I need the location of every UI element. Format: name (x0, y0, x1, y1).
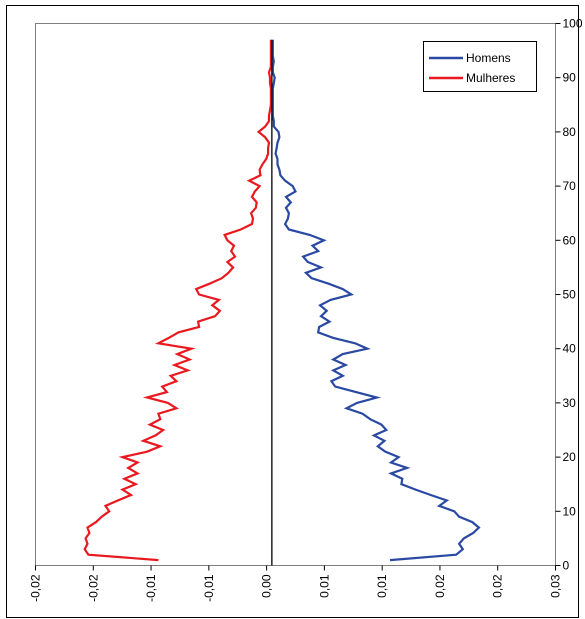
x-tick-label: 0,01 (317, 574, 331, 598)
series-line-homens (271, 39, 481, 562)
y-tick-label: 40 (563, 342, 577, 356)
legend-box (423, 41, 537, 92)
y-tick-label: 10 (563, 504, 577, 518)
x-tick-label: 0,02 (491, 574, 505, 598)
x-tick-label: -0,02 (29, 574, 43, 602)
y-tick-label: 100 (563, 17, 583, 31)
y-tick-label: 30 (563, 396, 577, 410)
x-tick-label: 0,00 (260, 574, 274, 598)
x-tick-label: 0,02 (433, 574, 447, 598)
y-tick-label: 80 (563, 125, 577, 139)
ticks-layer: -0,02 -0,02 -0,01 -0,01 0,00 0,01 0,01 0,02 0,02… (29, 17, 583, 602)
x-tick-label: -0,01 (202, 574, 216, 602)
legend-label-mulheres: Mulheres (466, 71, 515, 85)
y-tick-label: 0 (563, 559, 570, 573)
y-tick-label: 70 (563, 179, 577, 193)
legend-label-homens: Homens (466, 51, 511, 65)
x-tick-label: -0,02 (86, 574, 100, 602)
y-tick-label: 20 (563, 450, 577, 464)
y-tick-label: 90 (563, 71, 577, 85)
series-layer (83, 39, 481, 562)
x-tick-label: 0,03 (549, 574, 563, 598)
series-line-mulheres (83, 39, 272, 562)
y-tick-label: 60 (563, 233, 577, 247)
plot-area (35, 23, 556, 566)
x-tick-label: 0,01 (375, 574, 389, 598)
y-tick-label: 50 (563, 288, 577, 302)
legend: Homens Mulheres (423, 41, 537, 92)
x-tick-label: -0,01 (144, 574, 158, 602)
